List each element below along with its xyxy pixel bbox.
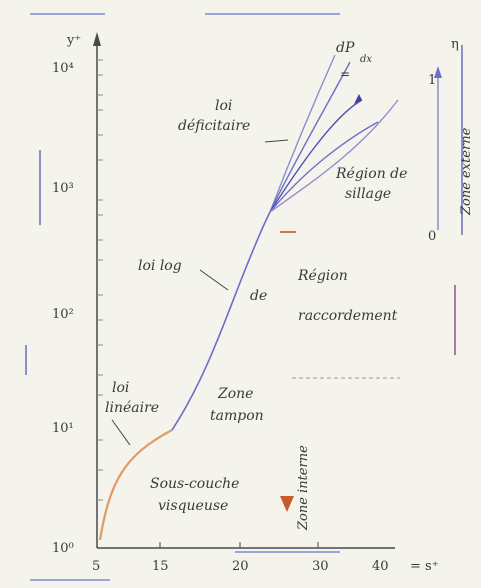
label-lineaire: linéaire [105, 400, 159, 416]
label-zone-externe: Zone externe [459, 127, 474, 216]
leader-lineaire [111, 419, 131, 446]
y-axis-label: y⁺ [66, 33, 81, 48]
label-loi-lin: loi [112, 380, 129, 396]
curve-arrowhead [354, 94, 362, 104]
zone-arrow-head [280, 496, 294, 512]
label-eq: = [340, 67, 350, 81]
x-tick-5: 5 [92, 559, 100, 574]
label-dp: dP [336, 40, 355, 56]
label-tampon: tampon [210, 408, 264, 424]
label-region-sillage-1: Région de [335, 166, 407, 182]
label-raccordement: raccordement [298, 308, 398, 324]
x-tick-15: 15 [152, 559, 169, 574]
label-one: 1 [428, 73, 436, 88]
y-tick-1e3: 10³ [52, 181, 74, 196]
label-de: de [250, 288, 267, 304]
label-zone-interne: Zone interne [296, 445, 311, 531]
y-axis-arrow [93, 32, 101, 46]
y-tick-1e0: 10⁰ [52, 541, 74, 556]
label-eta: η [451, 37, 459, 52]
pressure-gradient-curves [269, 54, 399, 213]
loi-log-curve [171, 211, 271, 431]
leader-deficitaire [264, 139, 289, 143]
label-zero: 0 [428, 229, 436, 244]
x-axis-label: = s⁺ [410, 559, 439, 574]
x-tick-30: 30 [312, 559, 329, 574]
leader-loi-log [199, 269, 229, 291]
label-loi-log: loi log [138, 258, 182, 274]
y-tick-1e4: 10⁴ [52, 61, 74, 76]
label-deficitaire: déficitaire [178, 118, 250, 134]
eta-arrow [434, 66, 442, 78]
y-tick-1e2: 10² [52, 307, 74, 322]
label-region-sillage-2: sillage [345, 186, 391, 202]
y-minor-ticks [97, 59, 103, 501]
label-zone: Zone [217, 386, 253, 402]
label-visqueuse: visqueuse [158, 498, 228, 514]
x-tick-40: 40 [372, 559, 389, 574]
label-region: Région [297, 268, 348, 284]
y-tick-1e1: 10¹ [52, 421, 74, 436]
x-tick-20: 20 [232, 559, 249, 574]
label-sous-couche: Sous-couche [150, 476, 239, 492]
label-loi: loi [215, 98, 232, 114]
x-ticks [159, 542, 319, 548]
label-dp-sub: dx [360, 54, 372, 65]
sous-couche-curve [98, 429, 173, 541]
